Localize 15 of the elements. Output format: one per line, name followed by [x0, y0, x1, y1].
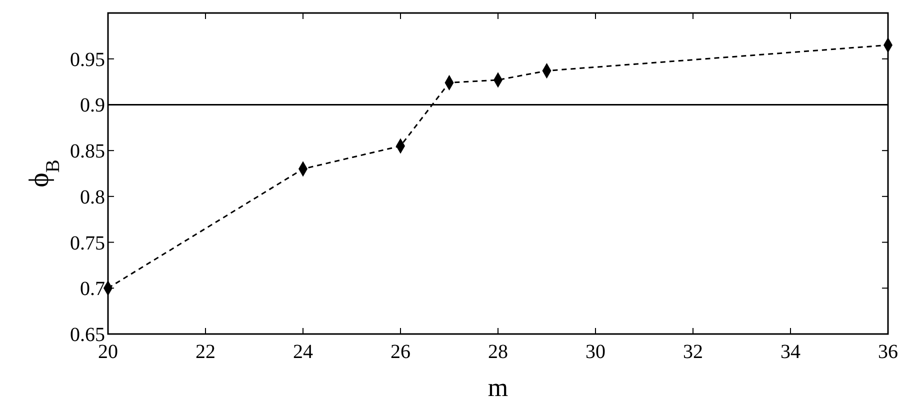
- y-tick-label: 0.75: [70, 232, 105, 254]
- x-tick-label: 26: [390, 341, 410, 363]
- x-tick-label: 22: [196, 341, 216, 363]
- x-tick-label: 28: [488, 341, 508, 363]
- x-tick-label: 34: [780, 341, 800, 363]
- y-tick-label: 0.7: [80, 278, 105, 300]
- y-tick-label: 0.9: [80, 94, 105, 117]
- x-tick-label: 32: [683, 341, 703, 363]
- x-axis-title: m: [488, 373, 508, 402]
- x-tick-label: 36: [878, 341, 898, 363]
- y-tick-label: 0.8: [80, 186, 105, 208]
- x-tick-label: 24: [293, 341, 313, 363]
- y-tick-label: 0.85: [70, 140, 105, 163]
- y-tick-label: 0.95: [70, 48, 105, 71]
- x-tick-label: 30: [586, 341, 606, 363]
